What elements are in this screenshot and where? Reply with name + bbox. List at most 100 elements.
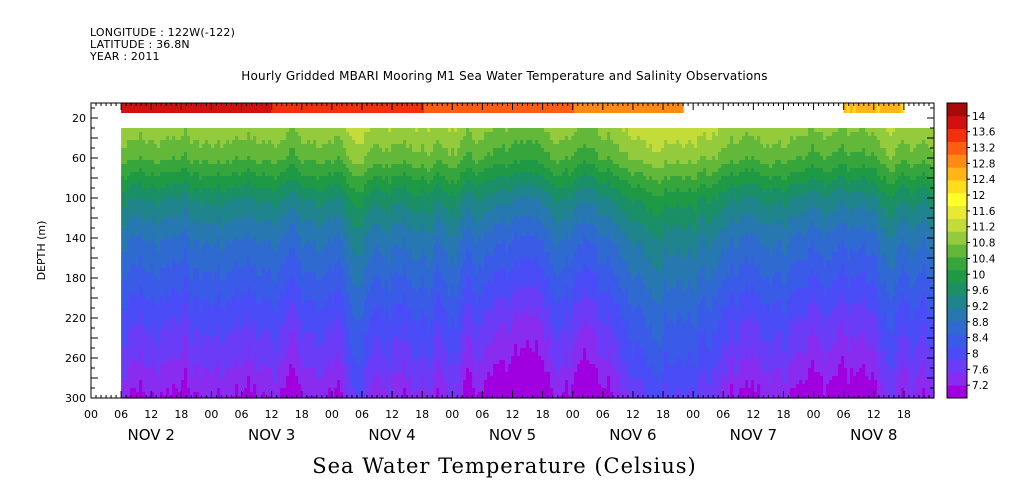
heatmap-cell [145, 184, 149, 189]
heatmap-cell [208, 204, 212, 209]
heatmap-cell [151, 200, 155, 205]
heatmap-cell [319, 132, 323, 137]
heatmap-cell [280, 168, 284, 173]
heatmap-cell [130, 172, 134, 177]
heatmap-cell [193, 392, 197, 397]
heatmap-cell [175, 232, 179, 237]
heatmap-cell [124, 384, 128, 389]
heatmap-cell [172, 392, 176, 397]
heatmap-cell [274, 224, 278, 229]
heatmap-cell [265, 284, 269, 289]
heatmap-cell [232, 376, 236, 381]
heatmap-cell [187, 204, 191, 209]
heatmap-cell [274, 372, 278, 377]
heatmap-cell [217, 256, 221, 261]
heatmap-cell [178, 128, 182, 133]
heatmap-cell [307, 240, 311, 245]
heatmap-cell [253, 360, 257, 365]
heatmap-cell [121, 176, 125, 181]
heatmap-cell [178, 144, 182, 149]
heatmap-cell [133, 184, 137, 189]
heatmap-cell [163, 328, 167, 333]
heatmap-cell [280, 332, 284, 337]
heatmap-cell [166, 160, 170, 165]
heatmap-cell [313, 128, 317, 133]
heatmap-cell [274, 360, 278, 365]
heatmap-cell [196, 352, 200, 357]
heatmap-cell [154, 212, 158, 217]
heatmap-cell [256, 372, 260, 377]
heatmap-cell [193, 156, 197, 161]
heatmap-cell [295, 176, 299, 181]
heatmap-cell [145, 172, 149, 177]
heatmap-cell [136, 316, 140, 321]
heatmap-cell [190, 352, 194, 357]
heatmap-cell [175, 268, 179, 273]
heatmap-cell [160, 384, 164, 389]
heatmap-cell [175, 236, 179, 241]
heatmap-cell [202, 212, 206, 217]
heatmap-cell [139, 284, 143, 289]
heatmap-cell [142, 316, 146, 321]
heatmap-cell [202, 292, 206, 297]
heatmap-cell [160, 140, 164, 145]
heatmap-cell [193, 184, 197, 189]
heatmap-cell [250, 380, 254, 385]
heatmap-cell [145, 136, 149, 141]
heatmap-cell [196, 296, 200, 301]
heatmap-cell [313, 328, 317, 333]
heatmap-cell [316, 176, 320, 181]
heatmap-cell [229, 288, 233, 293]
heatmap-cell [292, 284, 296, 289]
heatmap-cell [280, 348, 284, 353]
heatmap-cell [283, 128, 287, 133]
heatmap-cell [133, 292, 137, 297]
heatmap-cell [127, 144, 131, 149]
heatmap-cell [211, 172, 215, 177]
heatmap-cell [253, 240, 257, 245]
heatmap-cell [250, 172, 254, 177]
heatmap-cell [289, 240, 293, 245]
heatmap-cell [163, 212, 167, 217]
heatmap-cell [235, 360, 239, 365]
heatmap-cell [271, 264, 275, 269]
heatmap-cell [262, 348, 266, 353]
heatmap-cell [247, 144, 251, 149]
heatmap-cell [184, 172, 188, 177]
heatmap-cell [301, 372, 305, 377]
heatmap-cell [307, 288, 311, 293]
heatmap-cell [232, 364, 236, 369]
heatmap-cell [292, 368, 296, 373]
heatmap-cell [175, 180, 179, 185]
heatmap-cell [199, 268, 203, 273]
heatmap-cell [184, 368, 188, 373]
heatmap-cell [301, 396, 305, 399]
heatmap-cell [169, 272, 173, 277]
heatmap-cell [223, 252, 227, 257]
heatmap-cell [214, 316, 218, 321]
heatmap-cell [274, 200, 278, 205]
heatmap-cell [136, 132, 140, 137]
heatmap-cell [121, 388, 125, 393]
heatmap-cell [313, 324, 317, 329]
heatmap-cell [259, 308, 263, 313]
heatmap-cell [124, 284, 128, 289]
heatmap-cell [241, 188, 245, 193]
heatmap-cell [277, 292, 281, 297]
heatmap-cell [244, 368, 248, 373]
heatmap-cell [151, 248, 155, 253]
heatmap-cell [166, 180, 170, 185]
heatmap-cell [178, 152, 182, 157]
heatmap-cell [175, 308, 179, 313]
heatmap-cell [235, 132, 239, 137]
heatmap-cell [256, 332, 260, 337]
heatmap-cell [232, 164, 236, 169]
heatmap-cell [304, 144, 308, 149]
heatmap-cell [274, 148, 278, 153]
heatmap-cell [292, 164, 296, 169]
heatmap-cell [184, 220, 188, 225]
heatmap-cell [175, 192, 179, 197]
heatmap-cell [172, 148, 176, 153]
heatmap-cell [190, 260, 194, 265]
heatmap-cell [196, 196, 200, 201]
